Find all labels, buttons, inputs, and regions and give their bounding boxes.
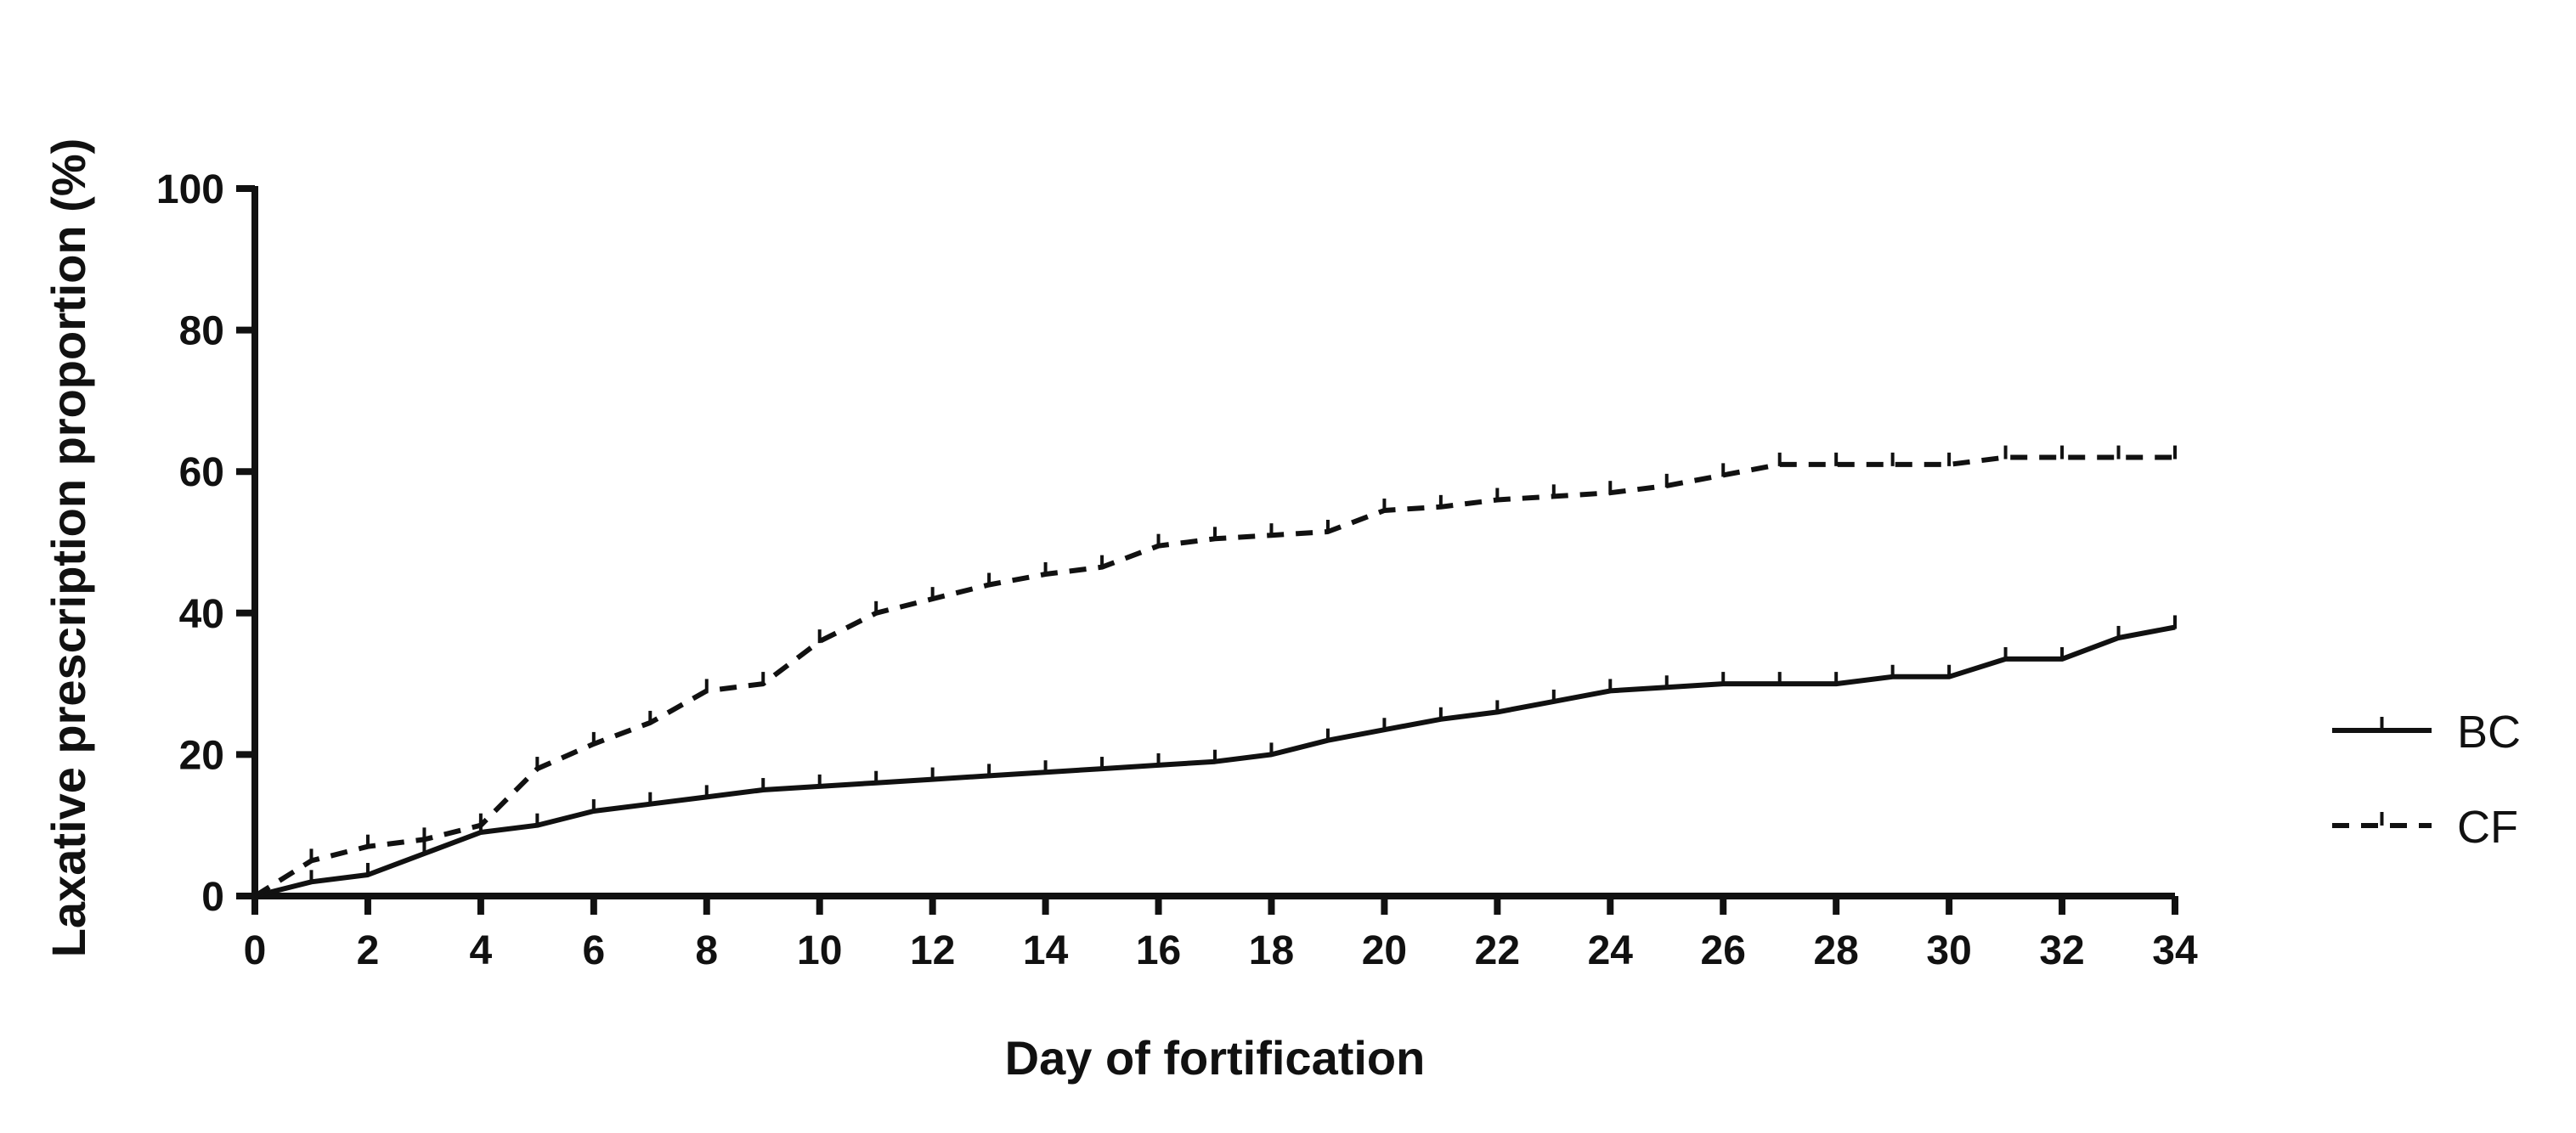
x-tick-label: 34 bbox=[2152, 928, 2198, 973]
x-tick-label: 22 bbox=[1475, 928, 1520, 973]
x-tick-label: 18 bbox=[1249, 928, 1294, 973]
legend-label-cf: CF bbox=[2457, 802, 2518, 853]
x-tick-label: 0 bbox=[244, 928, 267, 973]
x-tick-label: 16 bbox=[1136, 928, 1181, 973]
legend-label-bc: BC bbox=[2457, 707, 2521, 758]
x-tick-label: 10 bbox=[797, 928, 842, 973]
y-tick-label: 20 bbox=[179, 733, 224, 778]
x-tick-label: 8 bbox=[695, 928, 718, 973]
x-tick-label: 6 bbox=[582, 928, 605, 973]
y-tick-label: 100 bbox=[156, 167, 224, 212]
x-tick-label: 28 bbox=[1813, 928, 1858, 973]
y-tick-label: 0 bbox=[201, 875, 224, 920]
x-tick-label: 2 bbox=[357, 928, 380, 973]
x-axis-title: Day of fortification bbox=[1005, 1031, 1426, 1085]
x-tick-label: 4 bbox=[470, 928, 493, 973]
x-tick-label: 32 bbox=[2039, 928, 2084, 973]
series-lines bbox=[253, 445, 2177, 899]
y-tick-label: 40 bbox=[179, 592, 224, 637]
x-tick-label: 24 bbox=[1588, 928, 1634, 973]
x-tick-label: 26 bbox=[1701, 928, 1746, 973]
y-tick-label: 60 bbox=[179, 450, 224, 495]
x-tick-label: 30 bbox=[1926, 928, 1971, 973]
x-tick-label: 14 bbox=[1023, 928, 1069, 973]
x-tick-label: 20 bbox=[1362, 928, 1407, 973]
y-axis-title: Laxative prescription proportion (%) bbox=[42, 138, 95, 958]
x-tick-label: 12 bbox=[910, 928, 955, 973]
legend: BC CF bbox=[2332, 707, 2521, 853]
y-tick-label: 80 bbox=[179, 309, 224, 354]
